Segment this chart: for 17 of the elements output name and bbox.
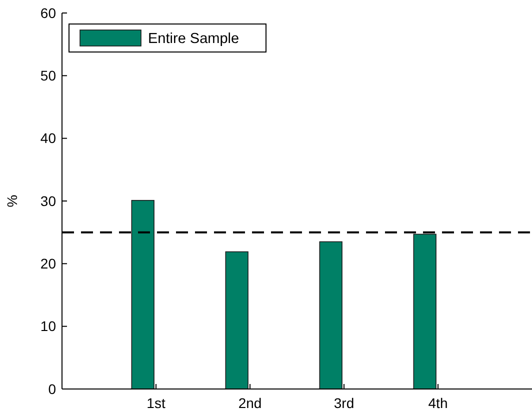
bar <box>131 200 154 390</box>
y-tick-label: 20 <box>40 256 56 272</box>
x-tick-label: 2nd <box>238 395 262 411</box>
y-tick-label: 60 <box>40 4 56 21</box>
y-tick-label: 30 <box>40 192 56 209</box>
bar <box>413 234 436 390</box>
x-tick-label: 4th <box>428 395 448 411</box>
y-tick-label: 0 <box>48 380 56 397</box>
y-tick-label: 10 <box>40 318 56 334</box>
y-axis-title: % <box>4 194 20 208</box>
y-tick-label: 40 <box>40 130 56 146</box>
legend-label: Entire Sample <box>148 31 240 47</box>
x-tick-label: 3rd <box>334 395 354 411</box>
bar <box>225 251 248 390</box>
bar <box>319 241 342 390</box>
y-tick-label: 50 <box>40 68 56 84</box>
x-tick-label: 1st <box>146 395 166 411</box>
